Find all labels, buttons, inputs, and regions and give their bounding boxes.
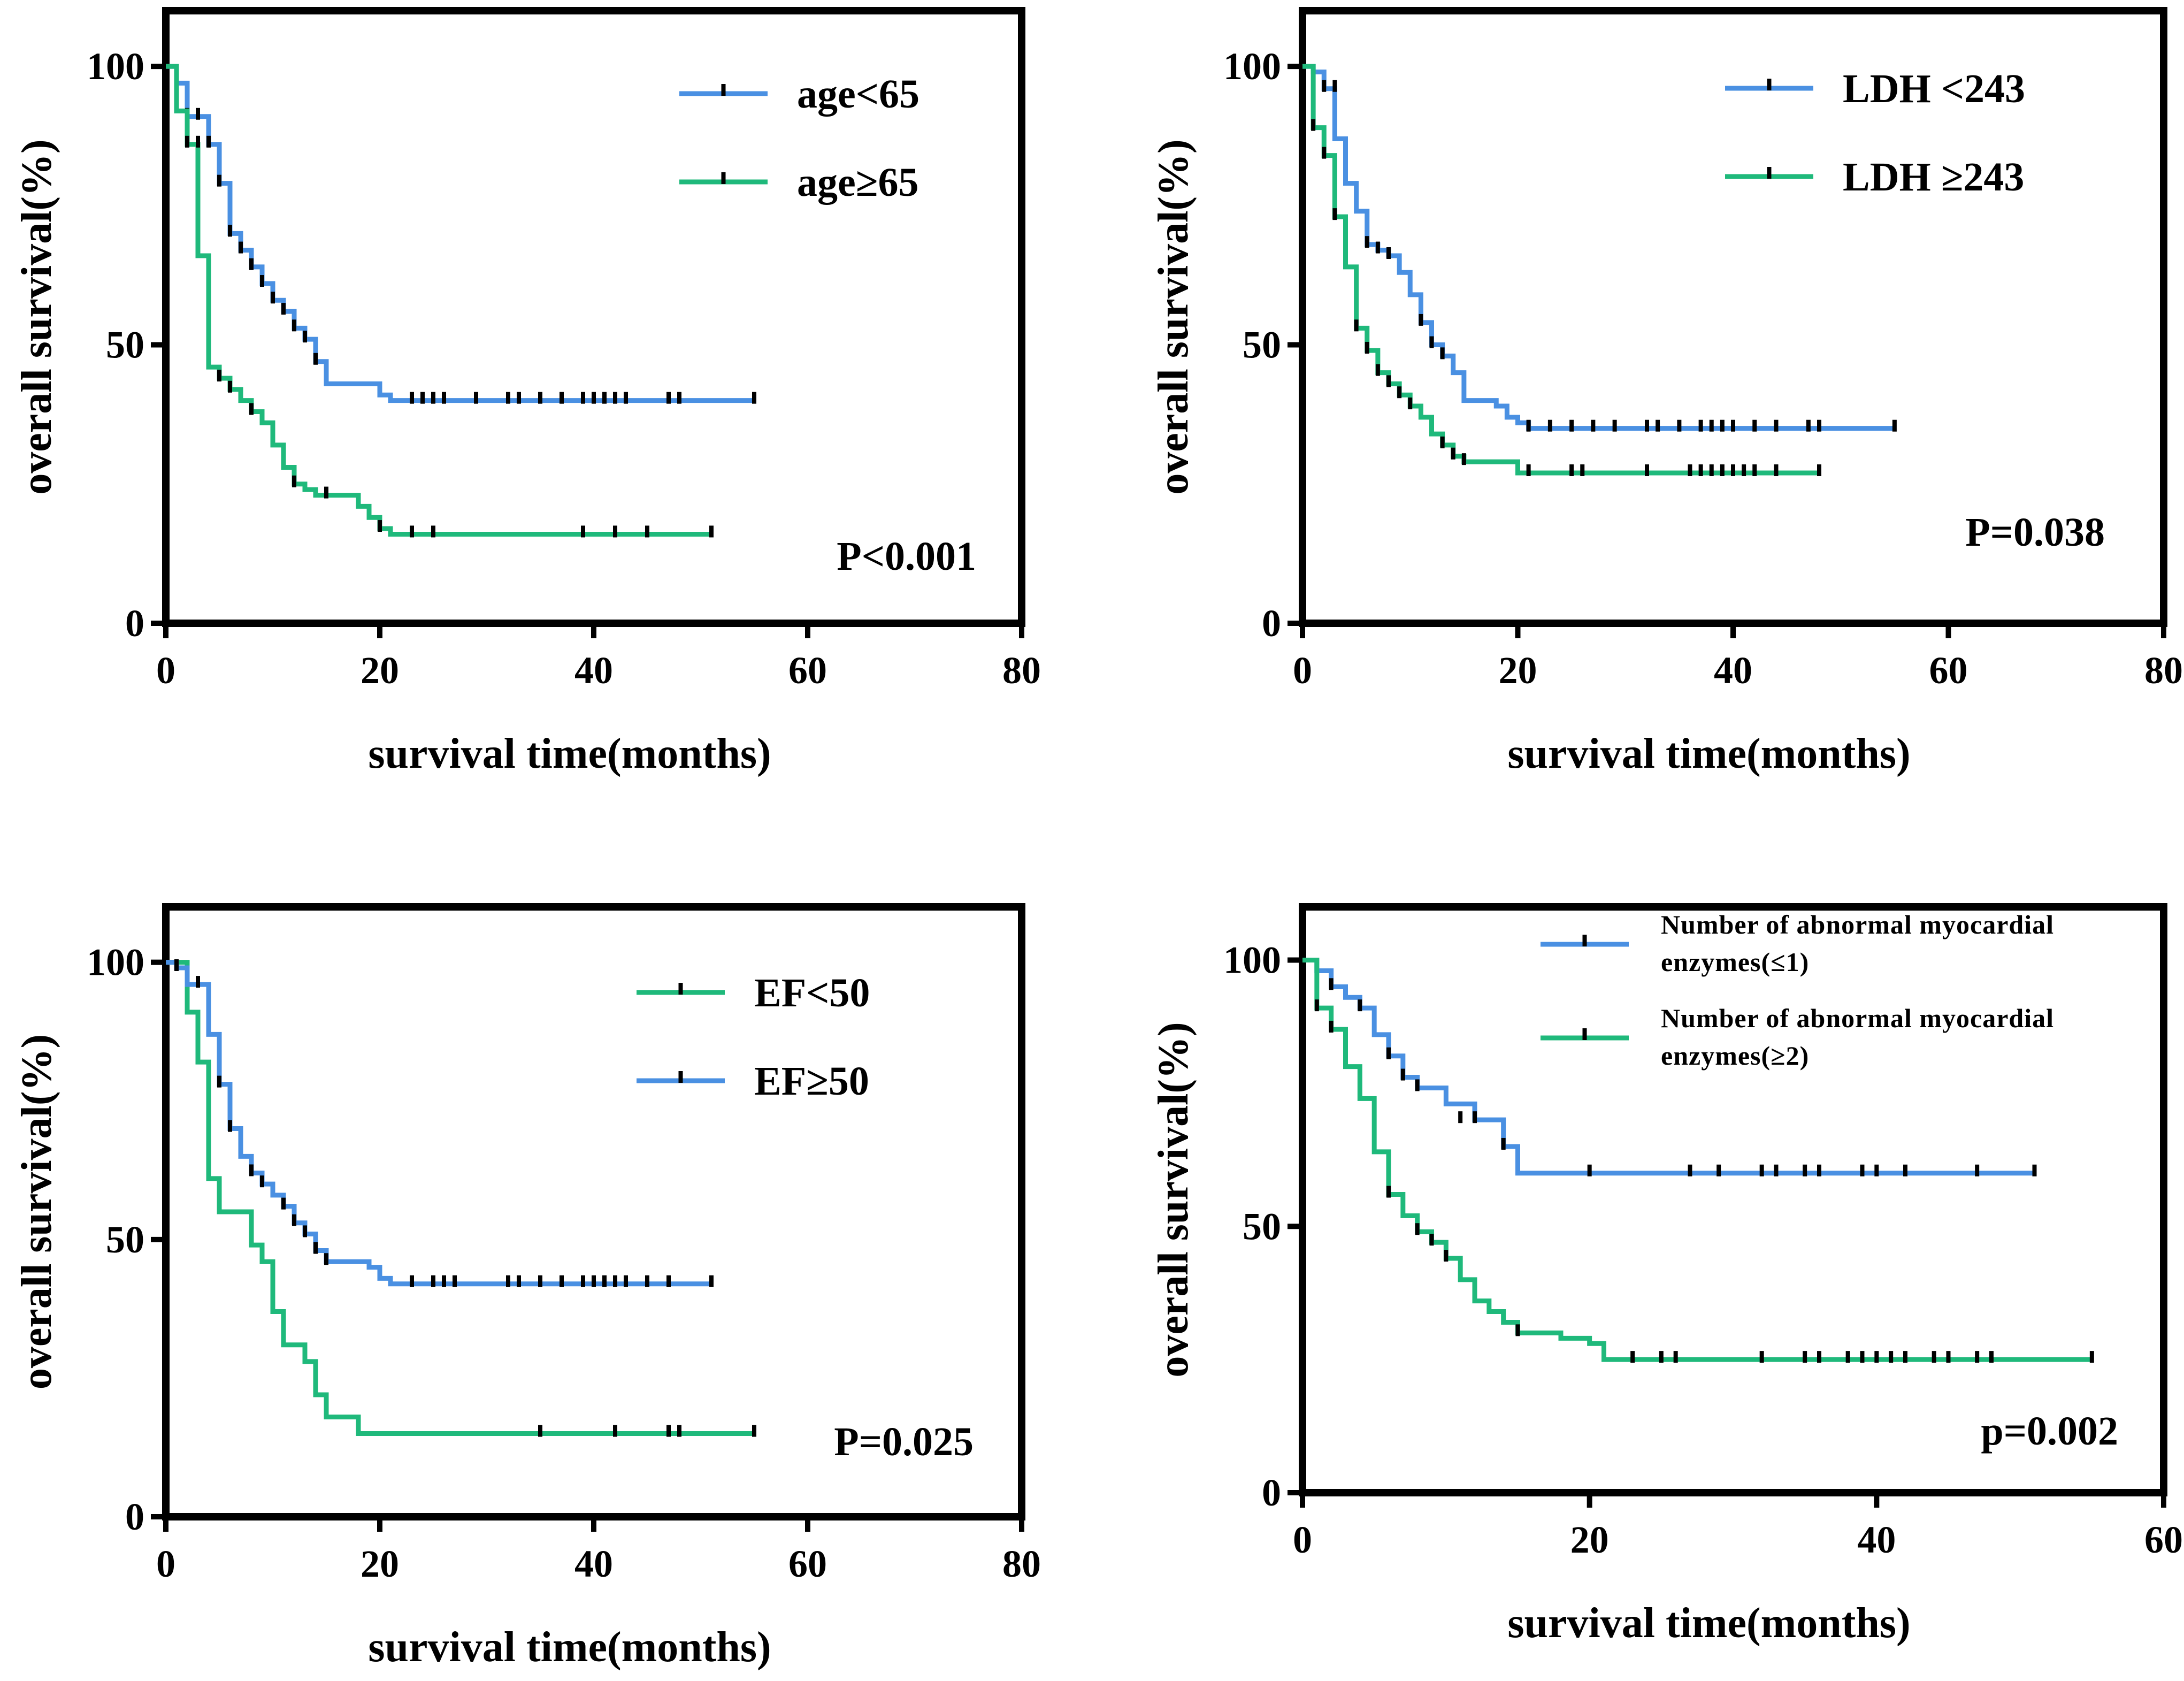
x-tick-label: 40 — [1857, 1518, 1896, 1561]
x-tick-label: 60 — [1929, 649, 1968, 692]
legend-label-2-line-2: enzymes(≥2) — [1661, 1041, 1809, 1071]
x-tick-label: 80 — [2144, 649, 2183, 692]
legend-label-2: age≥65 — [797, 160, 918, 205]
y-tick-label: 50 — [106, 1218, 144, 1261]
y-tick-label: 50 — [1243, 1205, 1281, 1248]
y-tick-label: 50 — [1243, 324, 1281, 366]
chart-panel-2: 0 50 100 0 20 40 60 80 survival time(months) over… — [1150, 7, 2183, 777]
x-tick-label: 60 — [788, 649, 827, 692]
y-tick-label: 100 — [1223, 45, 1281, 88]
legend-label-1: EF<50 — [754, 971, 870, 1015]
legend-label-2: LDH ≥243 — [1843, 155, 2024, 200]
x-tick-label: 20 — [361, 649, 399, 692]
x-tick-label: 60 — [2144, 1518, 2183, 1561]
x-axis-label: survival time(months) — [368, 1624, 771, 1671]
legend-label-1: LDH <243 — [1843, 66, 2025, 111]
x-tick-label: 0 — [1293, 1518, 1312, 1561]
y-tick-label: 0 — [125, 1495, 144, 1538]
x-axis-label: survival time(months) — [368, 730, 771, 777]
p-value: P=0.025 — [834, 1419, 974, 1464]
x-tick-label: 40 — [1714, 649, 1752, 692]
plot-frame — [1299, 903, 2167, 1496]
x-tick-label: 80 — [1002, 1542, 1041, 1585]
chart-panel-3: 0 50 100 0 20 40 60 80 survival time(months) over… — [13, 903, 1041, 1671]
x-axis-label: survival time(months) — [1507, 730, 1910, 777]
x-tick-label: 0 — [1293, 649, 1312, 692]
chart-panel-1: 0 50 100 0 20 40 60 80 survival time(months) over… — [13, 7, 1041, 777]
y-axis-label: overall survival(%) — [1150, 1022, 1197, 1377]
y-axis-label: overall survival(%) — [13, 1034, 60, 1389]
p-value: P<0.001 — [837, 534, 976, 579]
y-tick-label: 100 — [1223, 939, 1281, 982]
p-value: P=0.038 — [1965, 510, 2105, 555]
y-axis-label: overall survival(%) — [13, 139, 60, 494]
x-tick-label: 20 — [1570, 1518, 1609, 1561]
chart-panel-4: 0 50 100 0 20 40 60 survival time(months) overal… — [1150, 903, 2183, 1647]
y-tick-label: 0 — [1262, 1471, 1281, 1514]
legend-label-1-line-1: Number of abnormal myocardial — [1661, 910, 2054, 939]
x-tick-label: 0 — [156, 1542, 175, 1585]
legend-label-1: age<65 — [797, 72, 919, 117]
y-tick-label: 100 — [87, 45, 144, 88]
x-tick-label: 20 — [1499, 649, 1537, 692]
y-axis-label: overall survival(%) — [1150, 139, 1197, 494]
y-tick-label: 50 — [106, 324, 144, 366]
x-tick-label: 40 — [574, 1542, 613, 1585]
survival-curve-2 — [166, 64, 711, 537]
x-tick-label: 20 — [361, 1542, 399, 1585]
legend-label-2: EF≥50 — [754, 1059, 869, 1104]
y-tick-label: 0 — [1262, 602, 1281, 645]
survival-curve-1 — [166, 960, 754, 1437]
x-tick-label: 0 — [156, 649, 175, 692]
x-tick-label: 60 — [788, 1542, 827, 1585]
x-tick-label: 80 — [1002, 649, 1041, 692]
x-axis-label: survival time(months) — [1507, 1600, 1910, 1647]
survival-curve-1 — [166, 64, 754, 403]
x-tick-label: 40 — [574, 649, 613, 692]
y-tick-label: 100 — [87, 941, 144, 984]
y-tick-label: 0 — [125, 602, 144, 645]
survival-curve-2 — [1302, 64, 1819, 476]
survival-curve-1 — [1302, 958, 2035, 1176]
survival-curve-2 — [1302, 958, 2092, 1362]
legend-label-1-line-2: enzymes(≤1) — [1661, 947, 1809, 977]
p-value: p=0.002 — [1981, 1409, 2118, 1454]
survival-curve-2 — [166, 960, 711, 1287]
survival-curve-1 — [1302, 64, 1895, 431]
legend-label-2-line-1: Number of abnormal myocardial — [1661, 1003, 2054, 1033]
